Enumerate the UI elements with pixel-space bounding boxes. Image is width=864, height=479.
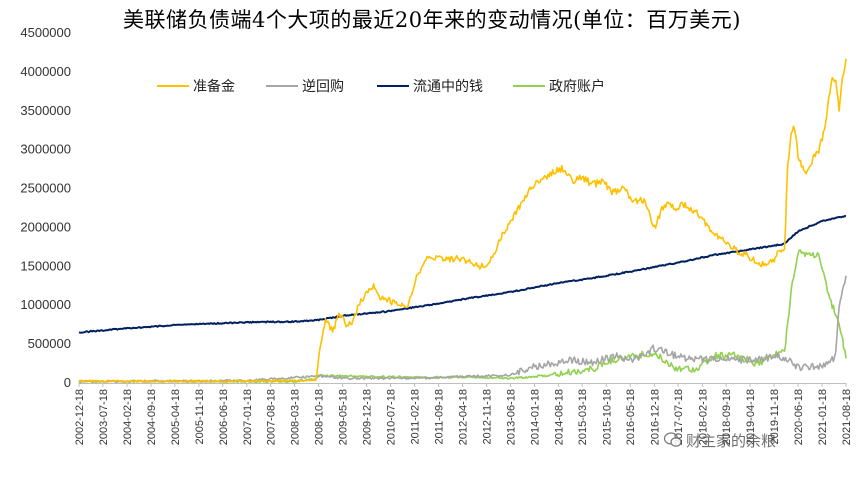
x-tick-label: 2018-09-18 bbox=[721, 389, 733, 445]
x-tick-label: 2016-12-18 bbox=[649, 389, 661, 445]
x-tick-label: 2008-10-18 bbox=[314, 389, 326, 445]
x-tick-label: 2005-11-18 bbox=[194, 389, 206, 444]
series-line bbox=[78, 58, 847, 383]
x-tick-label: 2011-02-18 bbox=[410, 389, 422, 444]
legend-label: 流通中的钱 bbox=[413, 79, 483, 95]
axes-layer: 0 500000 1000000 1500000 2000000 2500000 30000… bbox=[20, 25, 853, 445]
x-tick-label: 2016-05-18 bbox=[625, 389, 637, 445]
wechat-icon bbox=[664, 432, 682, 447]
y-tick-label: 3500000 bbox=[20, 103, 71, 118]
y-tick-label: 1500000 bbox=[20, 258, 71, 273]
x-tick-label: 2021-01-18 bbox=[817, 389, 829, 445]
watermark: 财主家的余粮 bbox=[664, 430, 776, 451]
y-tick-label: 1000000 bbox=[20, 297, 71, 312]
y-tick-label: 2500000 bbox=[20, 181, 71, 196]
x-tick-label: 2007-08-18 bbox=[266, 389, 278, 445]
x-tick-label: 2004-09-18 bbox=[146, 389, 158, 445]
y-tick-label: 2000000 bbox=[20, 219, 71, 234]
x-tick-label: 2011-09-18 bbox=[434, 389, 446, 444]
series-line bbox=[78, 215, 847, 334]
y-tick-label: 3000000 bbox=[20, 142, 71, 157]
x-tick-label: 2015-03-18 bbox=[577, 389, 589, 445]
y-tick-label: 0 bbox=[64, 375, 71, 390]
x-tick-label: 2009-05-18 bbox=[338, 389, 350, 445]
x-tick-label: 2018-02-18 bbox=[697, 389, 709, 445]
x-tick-label: 2019-04-18 bbox=[745, 389, 757, 445]
x-tick-label: 2008-03-18 bbox=[290, 389, 302, 445]
series-layer bbox=[78, 58, 847, 384]
chart-title: 美联储负债端4个大项的最近20年来的变动情况(单位：百万美元) bbox=[123, 8, 741, 32]
x-tick-label: 2015-10-18 bbox=[601, 389, 613, 445]
x-tick-label: 2014-08-18 bbox=[553, 389, 565, 445]
x-tick-label: 2006-06-18 bbox=[218, 389, 230, 445]
x-tick-label: 2017-07-18 bbox=[673, 389, 685, 445]
x-tick-label: 2012-04-18 bbox=[458, 389, 470, 445]
x-tick-label: 2020-06-18 bbox=[793, 389, 805, 445]
x-tick-label: 2014-01-18 bbox=[529, 389, 541, 445]
x-tick-label: 2019-11-18 bbox=[769, 389, 781, 444]
y-tick-label: 4500000 bbox=[20, 25, 71, 40]
legend: 准备金 逆回购 流通中的钱 政府账户 bbox=[157, 78, 605, 95]
y-tick-label: 4000000 bbox=[20, 64, 71, 79]
watermark-text: 财主家的余粮 bbox=[686, 432, 777, 450]
legend-label: 逆回购 bbox=[302, 79, 344, 95]
x-tick-label: 2007-01-18 bbox=[242, 389, 254, 445]
y-tick-label: 500000 bbox=[28, 336, 71, 351]
x-tick-label: 2021-08-18 bbox=[841, 389, 853, 445]
series-line bbox=[78, 275, 847, 384]
x-tick-label: 2003-07-18 bbox=[98, 389, 110, 445]
x-tick-label: 2005-04-18 bbox=[170, 389, 182, 445]
series-line bbox=[78, 249, 847, 384]
legend-label: 准备金 bbox=[193, 78, 235, 95]
x-tick-label: 2002-12-18 bbox=[74, 389, 86, 445]
x-tick-label: 2013-06-18 bbox=[505, 389, 517, 445]
x-tick-label: 2009-12-18 bbox=[362, 389, 374, 445]
x-tick-label: 2004-02-18 bbox=[122, 389, 134, 445]
x-tick-label: 2010-07-18 bbox=[386, 389, 398, 445]
legend-label: 政府账户 bbox=[549, 78, 605, 95]
x-tick-label: 2012-11-18 bbox=[482, 389, 494, 444]
